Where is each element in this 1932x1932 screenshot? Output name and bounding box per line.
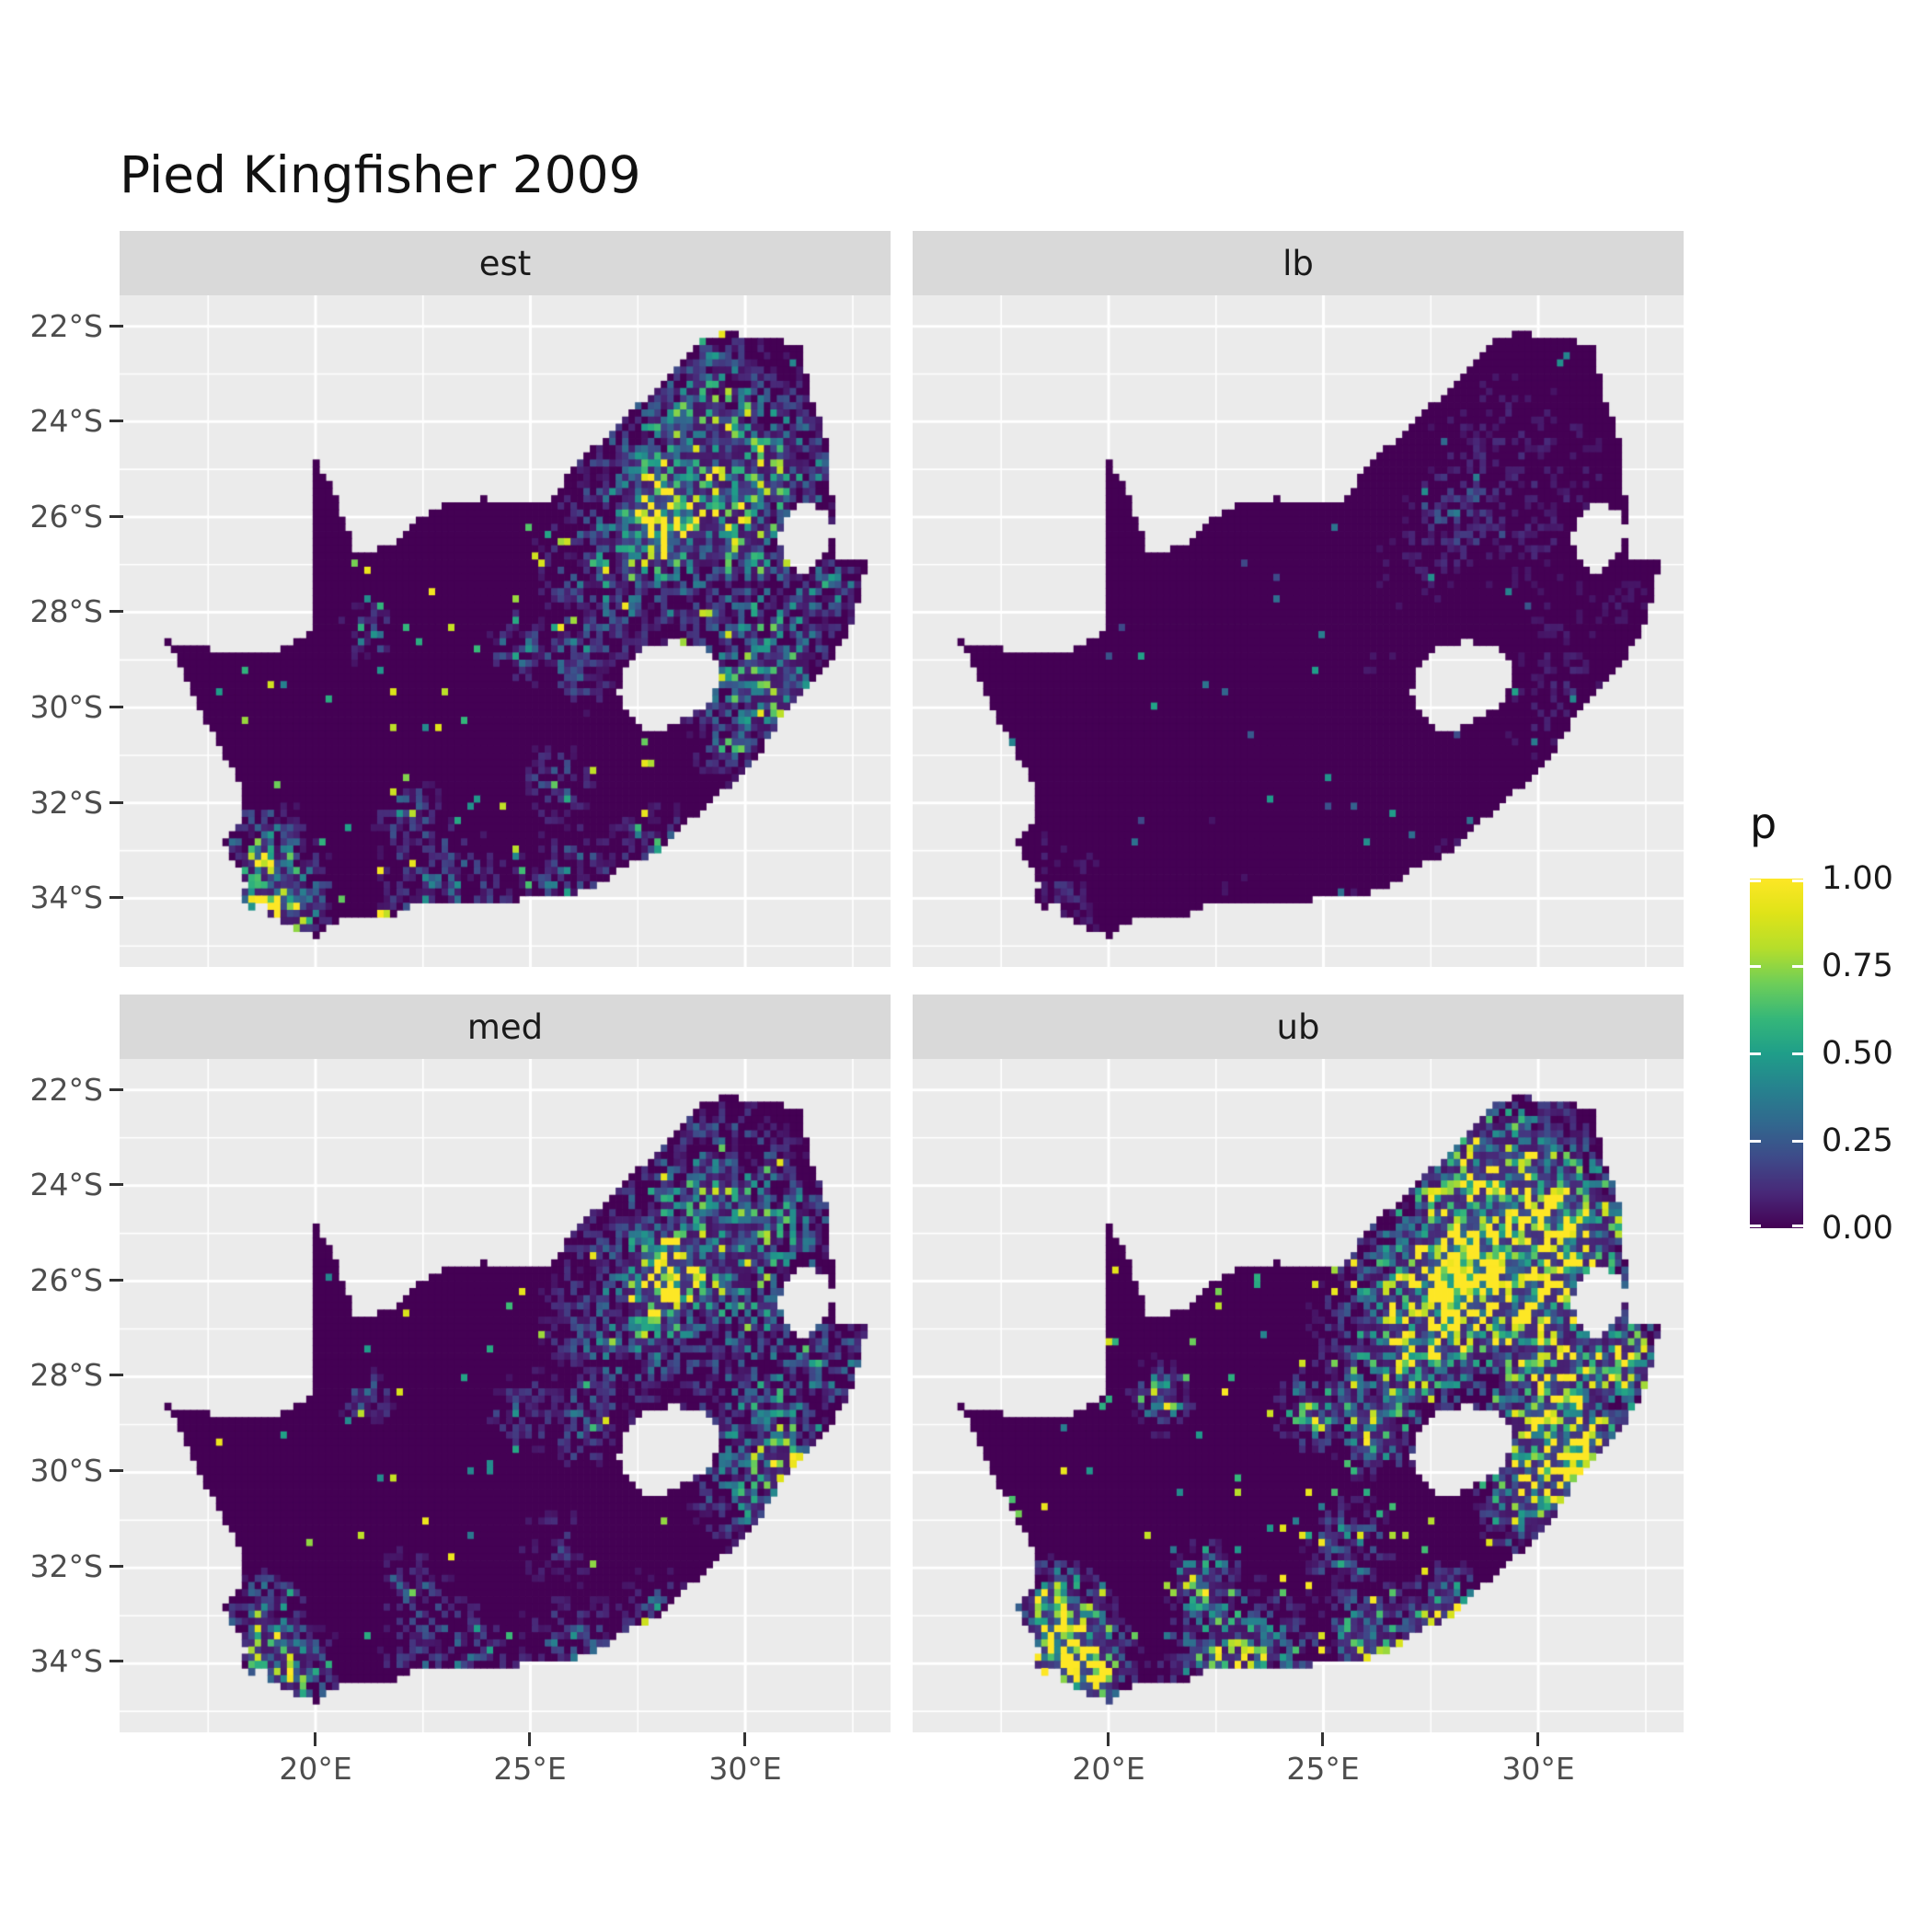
facet-label-est: est <box>478 243 532 283</box>
y-axis-tick-label: 22°S <box>0 307 123 346</box>
x-axis-tick-label: 20°E <box>1035 1732 1182 1788</box>
y-axis-tick-label: 26°S <box>0 1261 123 1300</box>
facet-label-ub: ub <box>1276 1006 1320 1047</box>
y-axis-tick-label: 34°S <box>0 879 123 917</box>
legend-colorbar-tick <box>1750 1140 1803 1143</box>
facet-panel-lb <box>913 295 1684 967</box>
facet-strip-lb: lb <box>913 231 1684 295</box>
x-axis-tick-label: 25°E <box>456 1732 604 1788</box>
legend-colorbar <box>1750 879 1803 1228</box>
legend-tick-label: 0.50 <box>1822 1035 1893 1072</box>
facet-strip-est: est <box>120 231 891 295</box>
y-axis-tick-label: 30°S <box>0 1452 123 1490</box>
legend-colorbar-tick <box>1750 965 1803 968</box>
y-axis-tick-label: 32°S <box>0 784 123 822</box>
y-axis-tick-label: 28°S <box>0 1356 123 1395</box>
x-axis-tick-label: 20°E <box>242 1732 389 1788</box>
legend-tick-label: 0.75 <box>1822 948 1893 984</box>
y-axis-tick-label: 24°S <box>0 402 123 441</box>
facet-panel-med <box>120 1059 891 1732</box>
y-axis-tick-label: 22°S <box>0 1071 123 1110</box>
facet-map-lb <box>913 295 1684 967</box>
facet-label-med: med <box>466 1006 544 1047</box>
x-axis-tick-label: 30°E <box>1465 1732 1612 1788</box>
y-axis-tick-label: 30°S <box>0 688 123 727</box>
facet-label-lb: lb <box>1282 243 1314 283</box>
y-axis-tick-label: 34°S <box>0 1642 123 1681</box>
facet-panel-ub <box>913 1059 1684 1732</box>
y-axis-tick-label: 24°S <box>0 1166 123 1204</box>
facet-map-ub <box>913 1059 1684 1732</box>
legend-title: p <box>1750 799 1777 848</box>
y-axis-tick-label: 26°S <box>0 498 123 536</box>
facet-strip-ub: ub <box>913 995 1684 1059</box>
facet-map-med <box>120 1059 891 1732</box>
plot-title: Pied Kingfisher 2009 <box>120 145 641 204</box>
facet-map-est <box>120 295 891 967</box>
legend-tick-label: 0.25 <box>1822 1122 1893 1159</box>
legend-colorbar-tick <box>1750 1052 1803 1055</box>
legend-tick-label: 0.00 <box>1822 1210 1893 1247</box>
facet-strip-med: med <box>120 995 891 1059</box>
y-axis-tick-label: 32°S <box>0 1547 123 1586</box>
legend-colorbar-tick <box>1750 880 1803 882</box>
facet-panel-est <box>120 295 891 967</box>
x-axis-tick-label: 25°E <box>1249 1732 1397 1788</box>
legend-colorbar-tick <box>1750 1225 1803 1227</box>
legend-tick-label: 1.00 <box>1822 860 1893 897</box>
x-axis-tick-label: 30°E <box>672 1732 819 1788</box>
y-axis-tick-label: 28°S <box>0 592 123 631</box>
